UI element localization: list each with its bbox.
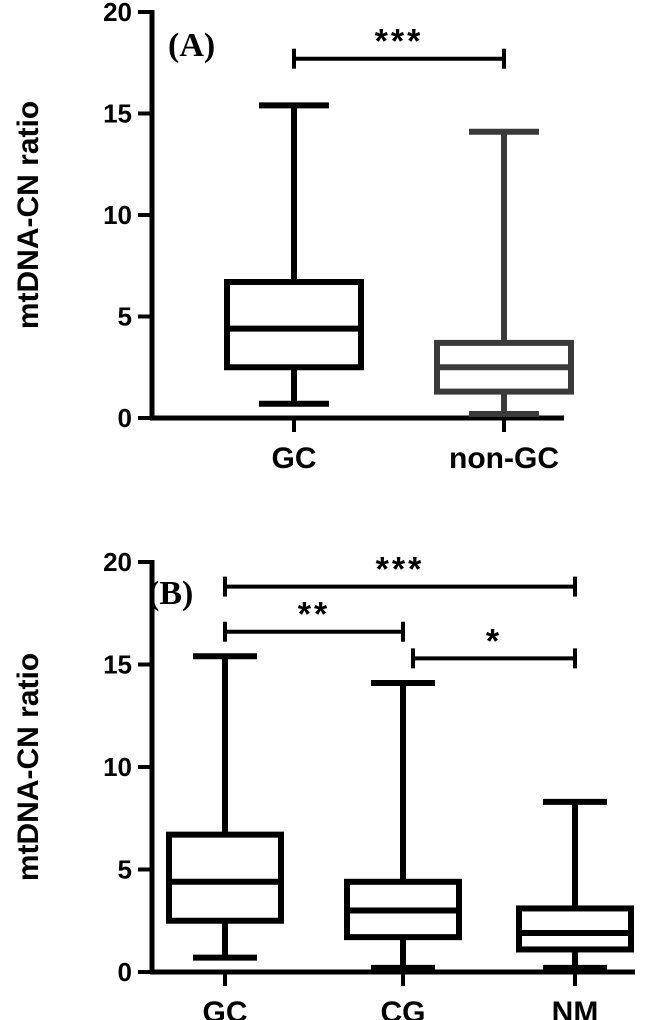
y-tick-label: 5 <box>118 855 132 885</box>
iqr-box <box>166 831 284 924</box>
significance-label: *** <box>376 551 425 589</box>
box-gc <box>166 653 284 961</box>
y-axis-label: mtDNA-CN ratio <box>12 101 45 329</box>
significance-label: *** <box>375 23 424 61</box>
y-tick-label: 20 <box>103 0 132 27</box>
significance-bracket: *** <box>292 23 506 69</box>
box-non-gc <box>434 128 574 417</box>
significance-bracket: *** <box>223 551 577 597</box>
y-axis-label: mtDNA-CN ratio <box>12 653 45 881</box>
significance-label: ** <box>298 596 330 634</box>
iqr-box <box>224 278 364 371</box>
x-category-label: non-GC <box>449 442 559 475</box>
box-nm <box>516 798 634 971</box>
y-tick-label: 0 <box>118 403 132 433</box>
significance-bracket: ** <box>223 596 405 642</box>
y-tick-label: 10 <box>103 200 132 230</box>
panel-label: (B) <box>148 575 193 612</box>
significance-label: * <box>486 622 502 660</box>
y-tick-label: 10 <box>103 752 132 782</box>
iqr-box <box>516 905 634 953</box>
x-category-label: NM <box>552 996 599 1020</box>
x-category-label: CG <box>381 996 426 1020</box>
y-tick-label: 15 <box>103 650 132 680</box>
box-cg <box>344 679 462 971</box>
y-tick-label: 5 <box>118 302 132 332</box>
y-tick-label: 0 <box>118 957 132 987</box>
significance-bracket: * <box>411 622 577 669</box>
y-tick-label: 15 <box>103 99 132 129</box>
panel-a: 0 5 10 15 20 GC non-GC mtDNA-CN ratio (A) *** <box>12 0 574 475</box>
x-category-label: GC <box>272 442 317 475</box>
y-tick-label: 20 <box>103 547 132 577</box>
panel-label: (A) <box>168 27 215 64</box>
box-gc <box>224 102 364 407</box>
x-category-label: GC <box>203 996 248 1020</box>
